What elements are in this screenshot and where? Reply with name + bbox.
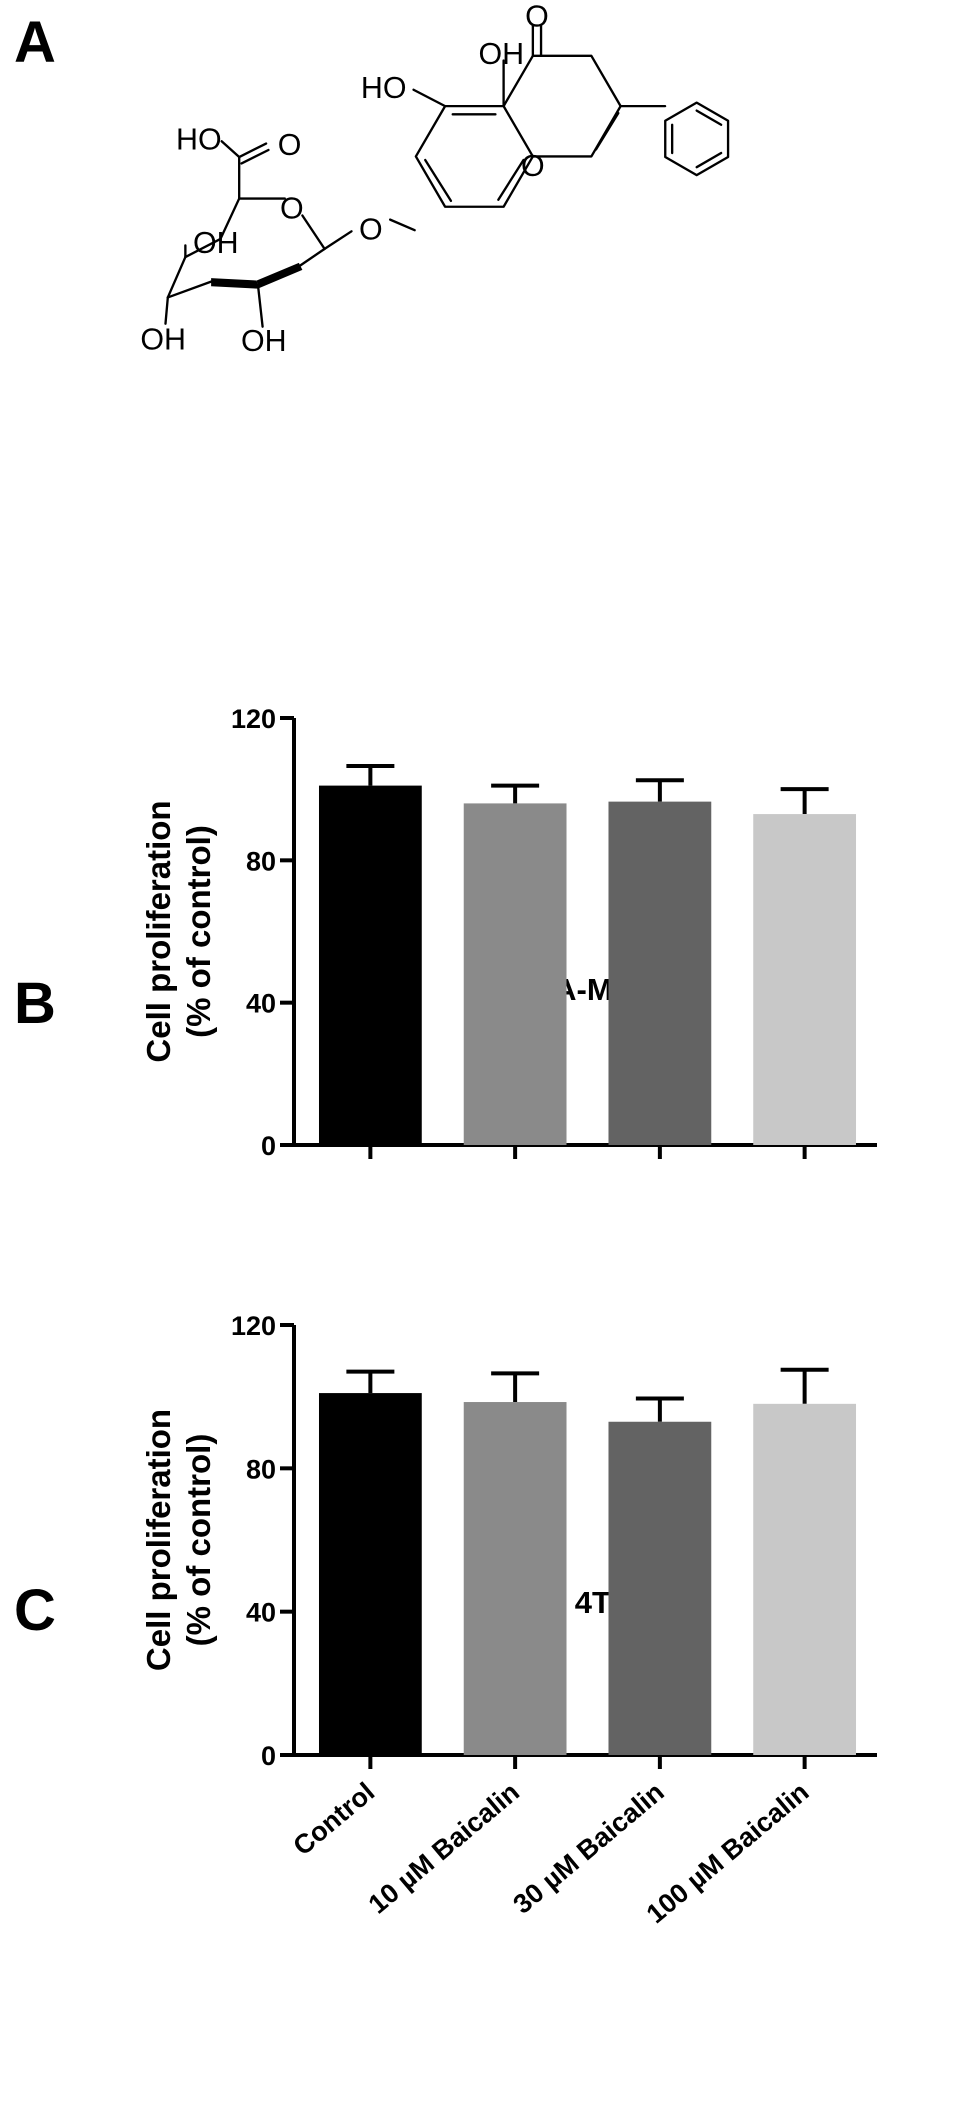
ring-a — [414, 104, 535, 208]
x-tick-label: 10 µM Baicalin — [363, 1777, 525, 1920]
bond — [238, 142, 268, 159]
bar — [608, 801, 712, 1145]
bar — [463, 803, 567, 1145]
bar — [753, 814, 857, 1145]
atom-label: O — [521, 149, 545, 183]
atom-label: OH — [241, 324, 287, 358]
bond — [412, 88, 447, 108]
atom-label: OH — [193, 226, 239, 260]
atom-label: HO — [176, 122, 222, 156]
bond — [388, 218, 416, 232]
bond — [299, 247, 326, 267]
wedge-bond — [211, 278, 258, 289]
bond — [240, 148, 270, 165]
y-tick-label: 80 — [246, 1454, 276, 1484]
bond — [301, 214, 326, 251]
y-tick-label: 40 — [246, 989, 276, 1019]
bar — [318, 1393, 422, 1755]
atom-label: O — [278, 128, 302, 162]
double-bond — [497, 158, 525, 201]
y-tick-label: 120 — [231, 1311, 276, 1341]
panel-label-a: A — [14, 10, 56, 75]
y-axis-label: (% of control) — [180, 825, 217, 1038]
wedge-bond — [256, 262, 303, 289]
atom-label: OH — [478, 37, 524, 71]
bond — [164, 296, 169, 325]
bond — [256, 283, 264, 328]
bar — [608, 1421, 712, 1755]
atom-label: OH — [140, 322, 186, 356]
y-tick-label: 120 — [231, 704, 276, 734]
y-tick-label: 40 — [246, 1598, 276, 1628]
panel-label-c: C — [14, 1578, 56, 1643]
phenyl-ring — [664, 101, 730, 177]
atom-label: O — [525, 0, 549, 33]
bar — [463, 1402, 567, 1755]
x-tick-label: 30 µM Baicalin — [507, 1777, 669, 1920]
bond — [166, 280, 213, 299]
y-tick-label: 80 — [246, 846, 276, 876]
ring-c — [502, 54, 622, 158]
atom-label: O — [359, 212, 383, 246]
panel-label-b: B — [14, 971, 56, 1036]
x-tick-label: Control — [287, 1777, 380, 1862]
y-axis-label: Cell proliferation — [140, 1409, 177, 1671]
atom-label: O — [280, 191, 304, 225]
y-tick-label: 0 — [261, 1131, 276, 1161]
y-axis-label: (% of control) — [180, 1434, 217, 1647]
y-tick-label: 0 — [261, 1741, 276, 1771]
bar — [318, 785, 422, 1145]
double-bond — [424, 158, 453, 203]
double-bond — [695, 109, 723, 126]
bond — [166, 255, 187, 299]
bond — [219, 197, 241, 241]
bond — [323, 230, 353, 251]
bond — [220, 140, 241, 159]
y-axis-label: Cell proliferation — [140, 800, 177, 1062]
double-bond — [594, 111, 620, 151]
bar — [753, 1403, 857, 1755]
bond — [184, 237, 222, 259]
double-bond — [695, 151, 723, 169]
atom-label: HO — [361, 71, 407, 105]
